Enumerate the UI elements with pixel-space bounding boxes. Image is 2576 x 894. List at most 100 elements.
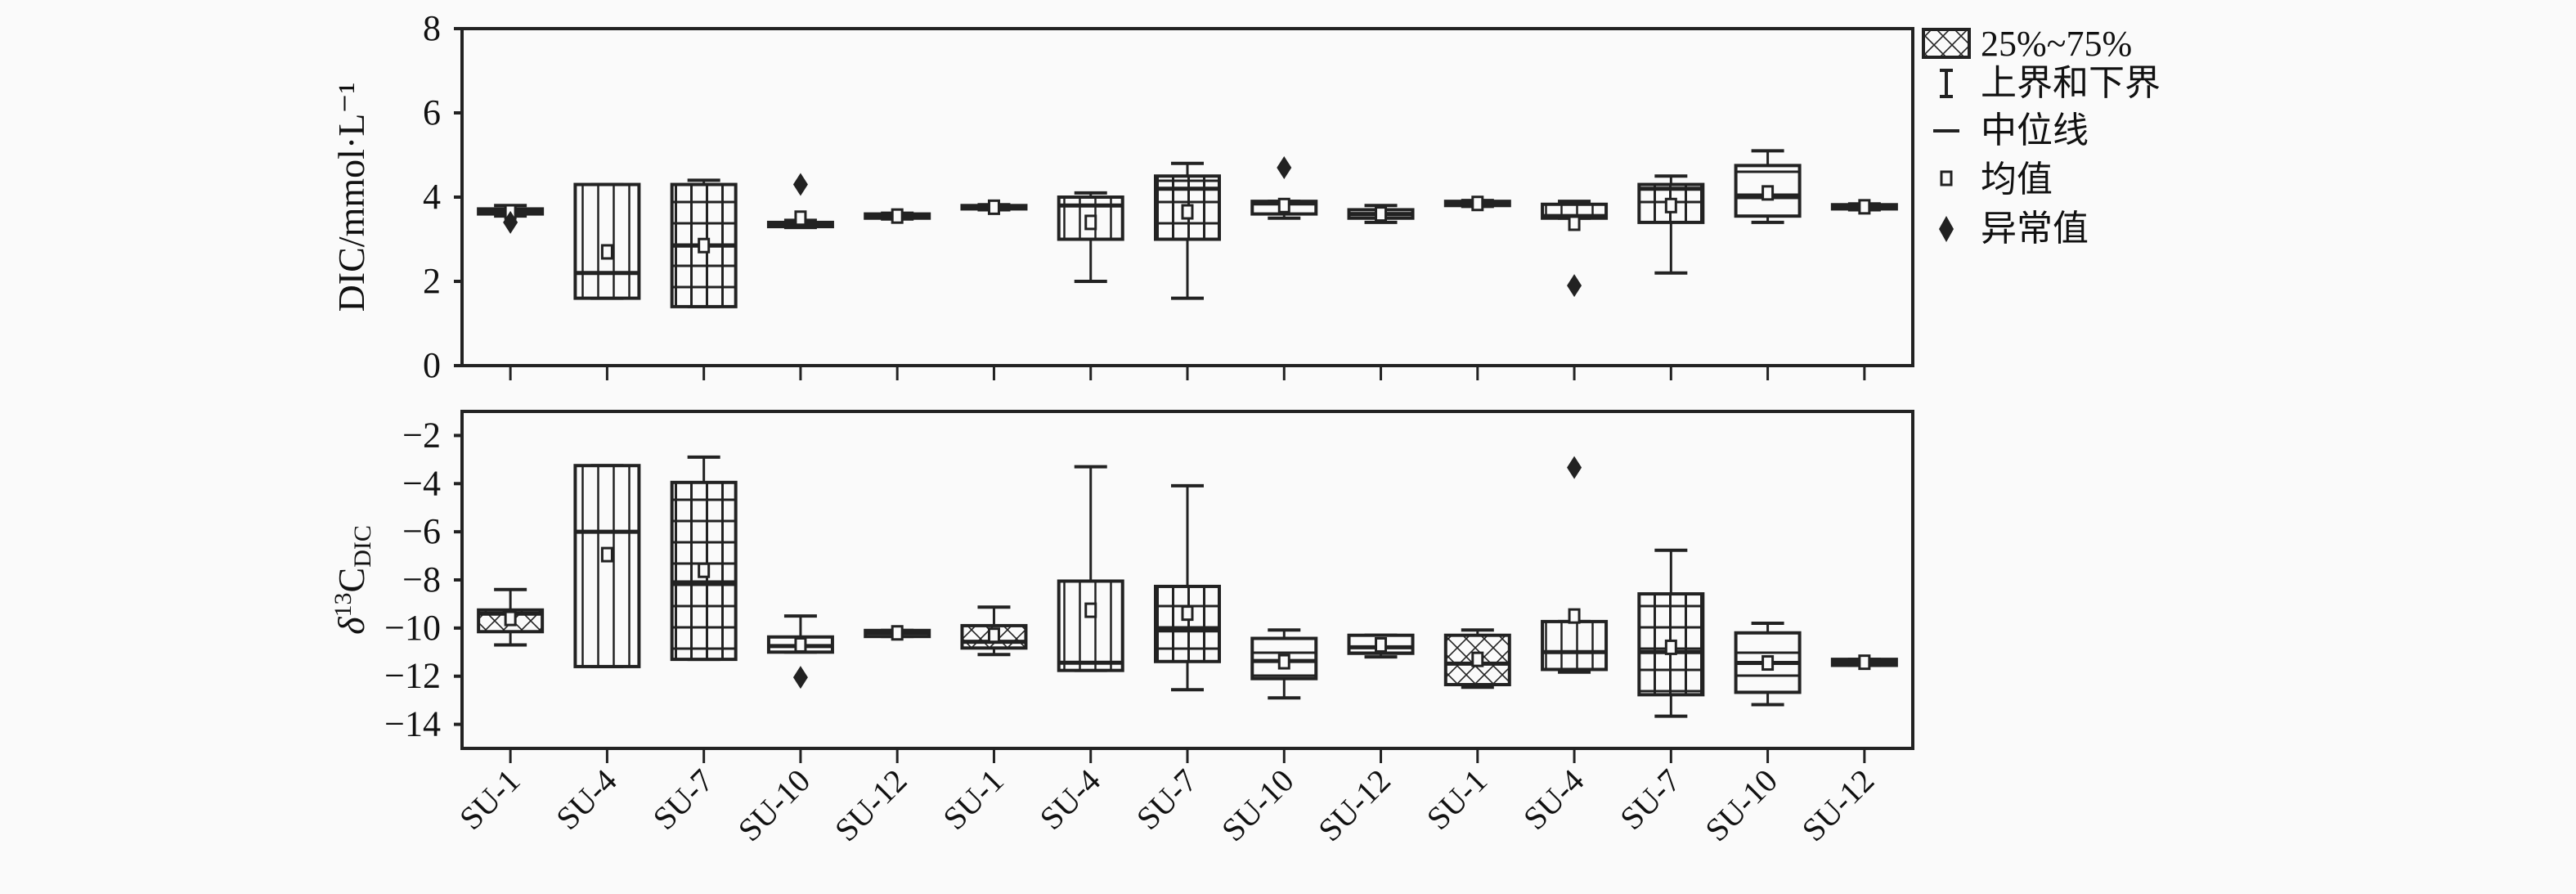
x-tick-label: SU-10 [731,762,818,849]
legend-item: 上界和下界 [1940,63,2161,103]
y-tick-label: −12 [384,656,441,696]
box-su-1 [477,204,545,234]
outlier-marker [792,173,808,196]
mean-marker [1568,215,1581,231]
legend-item: 中位线 [1933,110,2089,150]
iqr-box [1541,619,1609,672]
mean-marker [600,546,613,563]
box-su-12 [1830,199,1898,215]
iqr-box [573,182,641,300]
x-tick-label: SU-12 [1311,762,1398,849]
mean-marker [1858,654,1871,671]
outlier-marker [1567,274,1582,298]
box-su-4 [1541,456,1609,674]
x-tick-label: SU-4 [549,762,624,838]
x-tick-label: SU-12 [828,762,914,849]
mean-marker [987,199,1000,215]
y-tick-label: −2 [402,415,441,455]
mean-marker [1277,197,1290,213]
box-su-1 [960,605,1028,657]
mean-marker [891,625,904,641]
mean-marker [1084,602,1097,618]
mean-marker [1375,206,1388,222]
box-su-7 [1154,161,1221,300]
box-su-7 [670,455,738,662]
dic-panel: 0 2 4 6 8 DIC/mmol·L⁻¹ [330,8,1914,385]
box-su-10 [1734,621,1802,707]
box-su-4 [1057,191,1124,283]
mean-marker [1471,651,1484,667]
box-su-10 [766,173,834,230]
box-su-4 [573,464,641,668]
box-su-12 [864,625,931,641]
y-tick-label: 8 [423,8,441,48]
y-axis-label: δ13CDIC [330,525,376,635]
x-tick-label: SU-10 [1214,762,1301,849]
whisker-glyph [1940,69,1953,98]
mean-marker [794,636,807,653]
box-su-10 [1250,628,1318,700]
iqr-box [1057,579,1124,672]
y-label-sub: DIC [349,525,376,568]
legend-item: 均值 [1940,159,2053,200]
mean-marker [1568,608,1581,624]
outlier-marker [503,210,518,234]
legend-label: 中位线 [1981,110,2089,150]
mean-marker [1761,185,1775,201]
box-su-12 [864,208,931,224]
x-tick-label: SU-12 [1795,762,1882,849]
box-su-1 [960,199,1028,215]
mean-marker [794,210,807,227]
mean-marker [698,237,711,254]
mean-marker [1277,654,1290,670]
y-tick-label: −10 [384,608,441,648]
mean-marker [600,244,613,260]
box-su-10 [1734,149,1802,224]
mean-marker [1761,655,1775,672]
box-su-4 [1057,465,1124,672]
box-su-4 [573,182,641,300]
outlier-marker [792,666,808,690]
box-su-4 [1541,200,1609,298]
box-su-1 [1443,628,1511,690]
mean-marker [1471,195,1484,212]
box-su-7 [1154,483,1221,692]
iqr-box [1154,584,1221,663]
box-su-12 [1347,633,1415,659]
mean-marker [1084,214,1097,231]
y-tick-label: −14 [384,704,441,744]
crosshatch-box-icon [1922,28,1971,59]
y-tick-label: 0 [423,345,441,385]
y-tick-label: 6 [423,92,441,133]
box-su-7 [670,178,738,308]
x-tick-label: SU-1 [452,762,527,838]
outlier-marker [1277,155,1292,179]
box-su-1 [477,587,545,647]
mean-marker [698,562,711,578]
legend-item: 25%~75% [1922,24,2132,64]
x-tick-label: SU-7 [1613,762,1688,838]
mean-marker [504,610,517,627]
y-tick-label: −6 [402,511,441,551]
y-label-delta: δ [330,617,372,635]
mean-marker [891,208,904,224]
y-label-sup: 13 [330,592,357,617]
outlier-diamond-icon [1939,216,1954,242]
y-tick-label: 2 [423,261,441,301]
x-tick-label: SU-10 [1698,762,1784,849]
box-su-10 [1250,155,1318,220]
legend-label: 25%~75% [1981,24,2132,64]
legend-label: 均值 [1981,159,2053,200]
iqr-box [573,464,641,668]
y-tick-label: 4 [423,177,441,217]
outlier-marker [1567,456,1582,479]
legend-label: 异常值 [1981,209,2089,249]
mean-marker [1664,639,1677,655]
y-tick-label: −4 [402,463,441,503]
y-tick-label: −8 [402,559,441,600]
box-su-1 [1443,195,1511,212]
box-su-10 [766,614,834,690]
